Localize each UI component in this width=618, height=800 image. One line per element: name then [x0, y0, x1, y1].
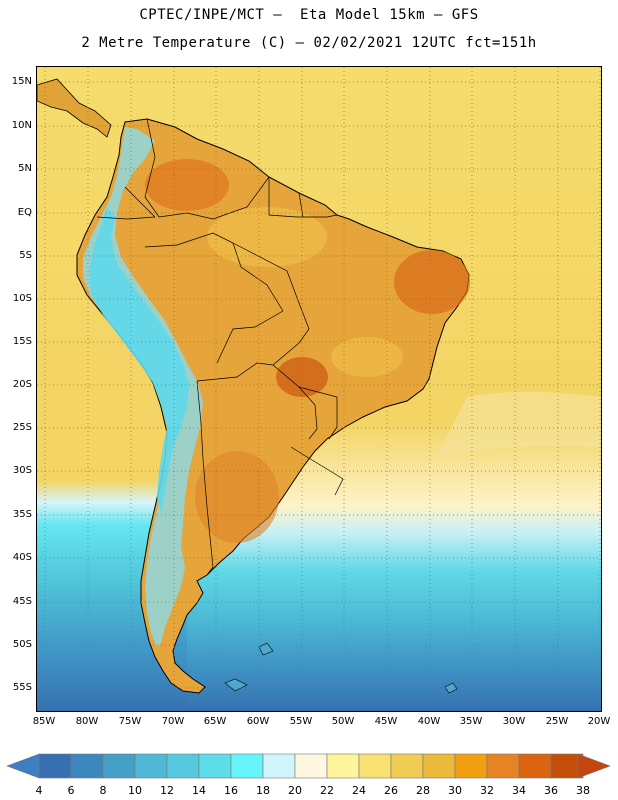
lat-label: 10N — [11, 120, 32, 131]
lat-label: 45S — [12, 596, 32, 607]
lat-label: 5N — [18, 163, 32, 174]
lat-label: 20S — [12, 379, 32, 390]
colorbar-tick-label: 30 — [448, 784, 462, 797]
lat-label: 40S — [12, 552, 32, 563]
colorbar-cell — [70, 753, 104, 779]
hot-area-argentina — [195, 451, 279, 543]
atlantic-warm-band — [437, 392, 601, 457]
southern-islands — [224, 642, 458, 694]
lat-label: 25S — [12, 422, 32, 433]
lon-label: 30W — [502, 716, 526, 727]
colorbar-tick-label: 14 — [192, 784, 206, 797]
colorbar-tick-label: 8 — [99, 784, 107, 797]
colorbar-tick-label: 18 — [256, 784, 270, 797]
colorbar-cell — [102, 753, 136, 779]
lat-label: EQ — [17, 207, 32, 218]
lon-label: 85W — [32, 716, 56, 727]
colorbar-cell — [422, 753, 456, 779]
lat-label: 35S — [12, 509, 32, 520]
colorbar-tick-label: 26 — [384, 784, 398, 797]
lon-label: 75W — [118, 716, 142, 727]
temperature-map — [37, 67, 601, 711]
colorbar-cell — [230, 753, 264, 779]
colorbar-tick-label: 4 — [35, 784, 43, 797]
lat-label: 5S — [19, 250, 32, 261]
colorbar-tick-label: 10 — [128, 784, 142, 797]
colorbar-cell — [166, 753, 200, 779]
lat-label: 50S — [12, 639, 32, 650]
warm-area-central-brazil — [331, 337, 403, 377]
colorbar-tick-label: 34 — [512, 784, 526, 797]
colorbar-tick-label: 12 — [160, 784, 174, 797]
lon-label: 45W — [374, 716, 398, 727]
andes-coldest-region — [89, 207, 189, 513]
temperature-colorbar — [6, 753, 611, 779]
lat-label: 15N — [11, 76, 32, 87]
map-panel — [36, 66, 602, 712]
colorbar-tick-label: 20 — [288, 784, 302, 797]
colorbar-tick-label: 28 — [416, 784, 430, 797]
lon-label: 70W — [161, 716, 185, 727]
lon-label: 35W — [459, 716, 483, 727]
colorbar-tick-label: 32 — [480, 784, 494, 797]
map-subtitle: 2 Metre Temperature (C) – 02/02/2021 12U… — [81, 35, 537, 51]
colorbar-cell — [262, 753, 296, 779]
lat-label: 30S — [12, 465, 32, 476]
map-title: CPTEC/INPE/MCT – Eta Model 15km – GFS — [139, 7, 479, 23]
colorbar-tick-label: 38 — [576, 784, 590, 797]
colorbar-low-arrow — [6, 753, 40, 779]
lon-label: 20W — [587, 716, 611, 727]
colorbar-cell — [326, 753, 360, 779]
hot-area-mato-grosso — [276, 357, 328, 397]
country-borders — [96, 118, 344, 576]
lon-label: 60W — [246, 716, 270, 727]
colorbar-cell — [358, 753, 392, 779]
colorbar-cell — [38, 753, 72, 779]
lat-label: 10S — [12, 293, 32, 304]
lon-label: 50W — [331, 716, 355, 727]
colorbar-tick-label: 16 — [224, 784, 238, 797]
lon-label: 40W — [417, 716, 441, 727]
lat-label: 15S — [12, 336, 32, 347]
lat-label: 55S — [12, 682, 32, 693]
colorbar-tick-label: 22 — [320, 784, 334, 797]
hot-area-northeast-brazil — [394, 250, 470, 314]
colorbar-high-arrow — [577, 753, 611, 779]
colorbar-cell — [550, 753, 584, 779]
hot-area-venezuela — [145, 159, 229, 211]
colorbar-cell — [198, 753, 232, 779]
colorbar-cell — [294, 753, 328, 779]
warm-area-amazon — [207, 207, 327, 267]
lon-label: 65W — [203, 716, 227, 727]
colorbar-cell — [454, 753, 488, 779]
colorbar-cell — [134, 753, 168, 779]
colorbar-cell — [390, 753, 424, 779]
colorbar-cell — [518, 753, 552, 779]
colorbar-cell — [486, 753, 520, 779]
central-america — [37, 78, 112, 138]
lon-label: 55W — [289, 716, 313, 727]
lon-label: 25W — [545, 716, 569, 727]
colorbar-tick-label: 24 — [352, 784, 366, 797]
lon-label: 80W — [75, 716, 99, 727]
colorbar-tick-label: 6 — [67, 784, 75, 797]
colorbar-tick-label: 36 — [544, 784, 558, 797]
